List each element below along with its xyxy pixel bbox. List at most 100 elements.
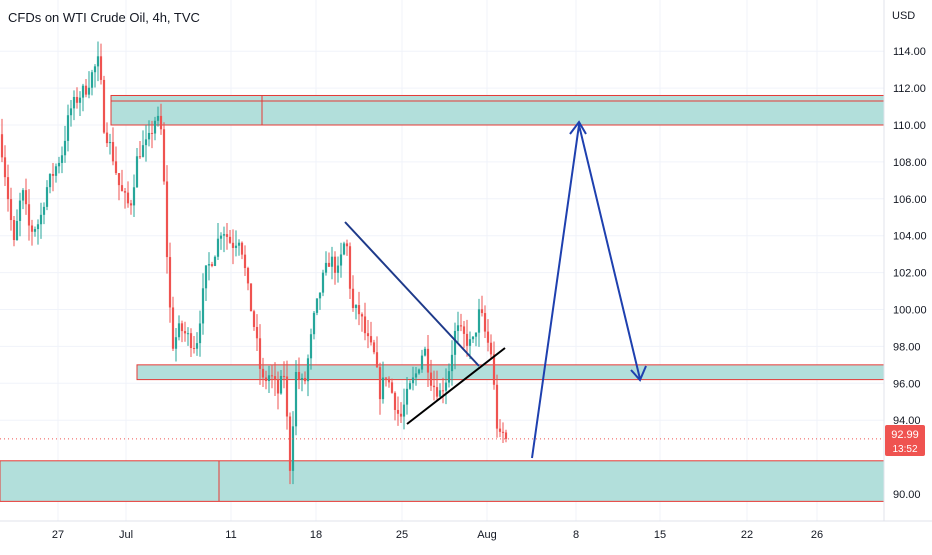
candle-down — [9, 187, 13, 231]
candle-up — [207, 252, 211, 281]
candle-body — [177, 323, 181, 338]
candle-body — [387, 378, 391, 383]
candle-up — [60, 146, 64, 174]
candle-up — [318, 292, 322, 310]
candle-down — [264, 370, 268, 390]
candle-body — [138, 156, 142, 158]
candle-down — [285, 360, 289, 430]
candle-down — [303, 371, 307, 385]
candle-body — [261, 368, 265, 378]
candle-body — [243, 254, 247, 269]
time-axis[interactable]: 27 Jul 11 18 25 Aug 8 15 22 26 — [52, 529, 823, 541]
candle-down — [426, 334, 430, 388]
candle-down — [114, 146, 118, 176]
candle-body — [483, 313, 487, 332]
candle-body — [489, 342, 493, 355]
candle-down — [276, 371, 280, 410]
candle-body — [501, 431, 505, 433]
candle-body — [309, 334, 313, 359]
candle-down — [27, 189, 31, 241]
time-tick-label: Aug — [477, 529, 497, 541]
time-tick-label: 26 — [811, 529, 823, 541]
triangle-upper-trendline[interactable] — [344, 221, 480, 367]
candle-up — [45, 180, 49, 211]
candle-up — [330, 246, 334, 280]
candle-body — [45, 187, 49, 207]
candle-body — [267, 375, 271, 382]
candle-down — [255, 314, 259, 351]
candle-body — [345, 243, 349, 247]
candle-down — [501, 422, 505, 444]
candle-body — [231, 242, 235, 248]
candle-body — [471, 336, 475, 340]
candle-body — [504, 432, 508, 439]
time-tick-label: 8 — [573, 529, 579, 541]
candle-down — [498, 419, 502, 438]
candle-body — [51, 174, 55, 176]
candle-down — [357, 291, 361, 326]
candle-body — [123, 191, 127, 193]
time-tick-label: 22 — [741, 529, 753, 541]
candle-down — [351, 275, 355, 312]
projection-path[interactable] — [531, 124, 641, 459]
candle-up — [177, 315, 181, 341]
candle-body — [21, 190, 25, 201]
candle-body — [474, 332, 478, 337]
candle-body — [120, 185, 124, 192]
candle-body — [69, 108, 73, 116]
candle-body — [33, 229, 37, 232]
candle-body — [429, 372, 433, 386]
candle-down — [3, 145, 7, 186]
candle-body — [432, 385, 436, 388]
candle-body — [207, 264, 211, 266]
candle-up — [141, 130, 145, 158]
candle-up — [48, 173, 52, 194]
candle-body — [102, 79, 106, 133]
candle-up — [153, 116, 157, 141]
candle-up — [108, 133, 112, 155]
candle-body — [150, 132, 154, 134]
candle-up — [321, 269, 325, 297]
candle-up — [474, 332, 478, 347]
candle-down — [168, 242, 172, 323]
candle-body — [36, 224, 40, 230]
candle-down — [180, 320, 184, 343]
candle-up — [336, 256, 340, 283]
candle-up — [69, 99, 73, 127]
candle-up — [453, 322, 457, 370]
candle-down — [495, 374, 499, 438]
candle-down — [486, 319, 490, 352]
triangle-lower-trendline[interactable] — [406, 347, 506, 425]
candle-body — [372, 342, 376, 353]
candle-up — [93, 64, 97, 88]
candle-up — [450, 340, 454, 386]
candle-body — [303, 377, 307, 382]
chart-title: CFDs on WTI Crude Oil, 4h, TVC — [8, 10, 200, 25]
candle-up — [405, 377, 409, 415]
candle-body — [0, 134, 4, 158]
last-price-value: 92.99 — [891, 429, 919, 441]
candle-up — [279, 369, 283, 395]
price-axis[interactable]: 114.00 112.00 110.00 108.00 106.00 104.00 102.… — [893, 46, 927, 501]
candle-body — [477, 309, 481, 333]
candle-body — [18, 200, 22, 221]
candle-up — [414, 366, 418, 386]
candle-down — [273, 362, 277, 397]
candle-down — [6, 164, 10, 212]
candle-body — [246, 268, 250, 284]
price-tick-label: 90.00 — [893, 489, 921, 501]
candle-body — [486, 331, 490, 343]
candle-body — [375, 352, 379, 368]
candle-down — [51, 162, 55, 192]
candle-body — [312, 312, 316, 335]
candle-body — [321, 272, 325, 293]
candle-body — [114, 161, 118, 174]
candle-body — [465, 333, 469, 346]
candle-down — [387, 376, 391, 388]
candle-down — [396, 396, 400, 426]
candle-body — [15, 220, 19, 241]
candle-down — [390, 378, 394, 394]
candle-body — [96, 56, 100, 67]
candle-down — [126, 181, 130, 208]
